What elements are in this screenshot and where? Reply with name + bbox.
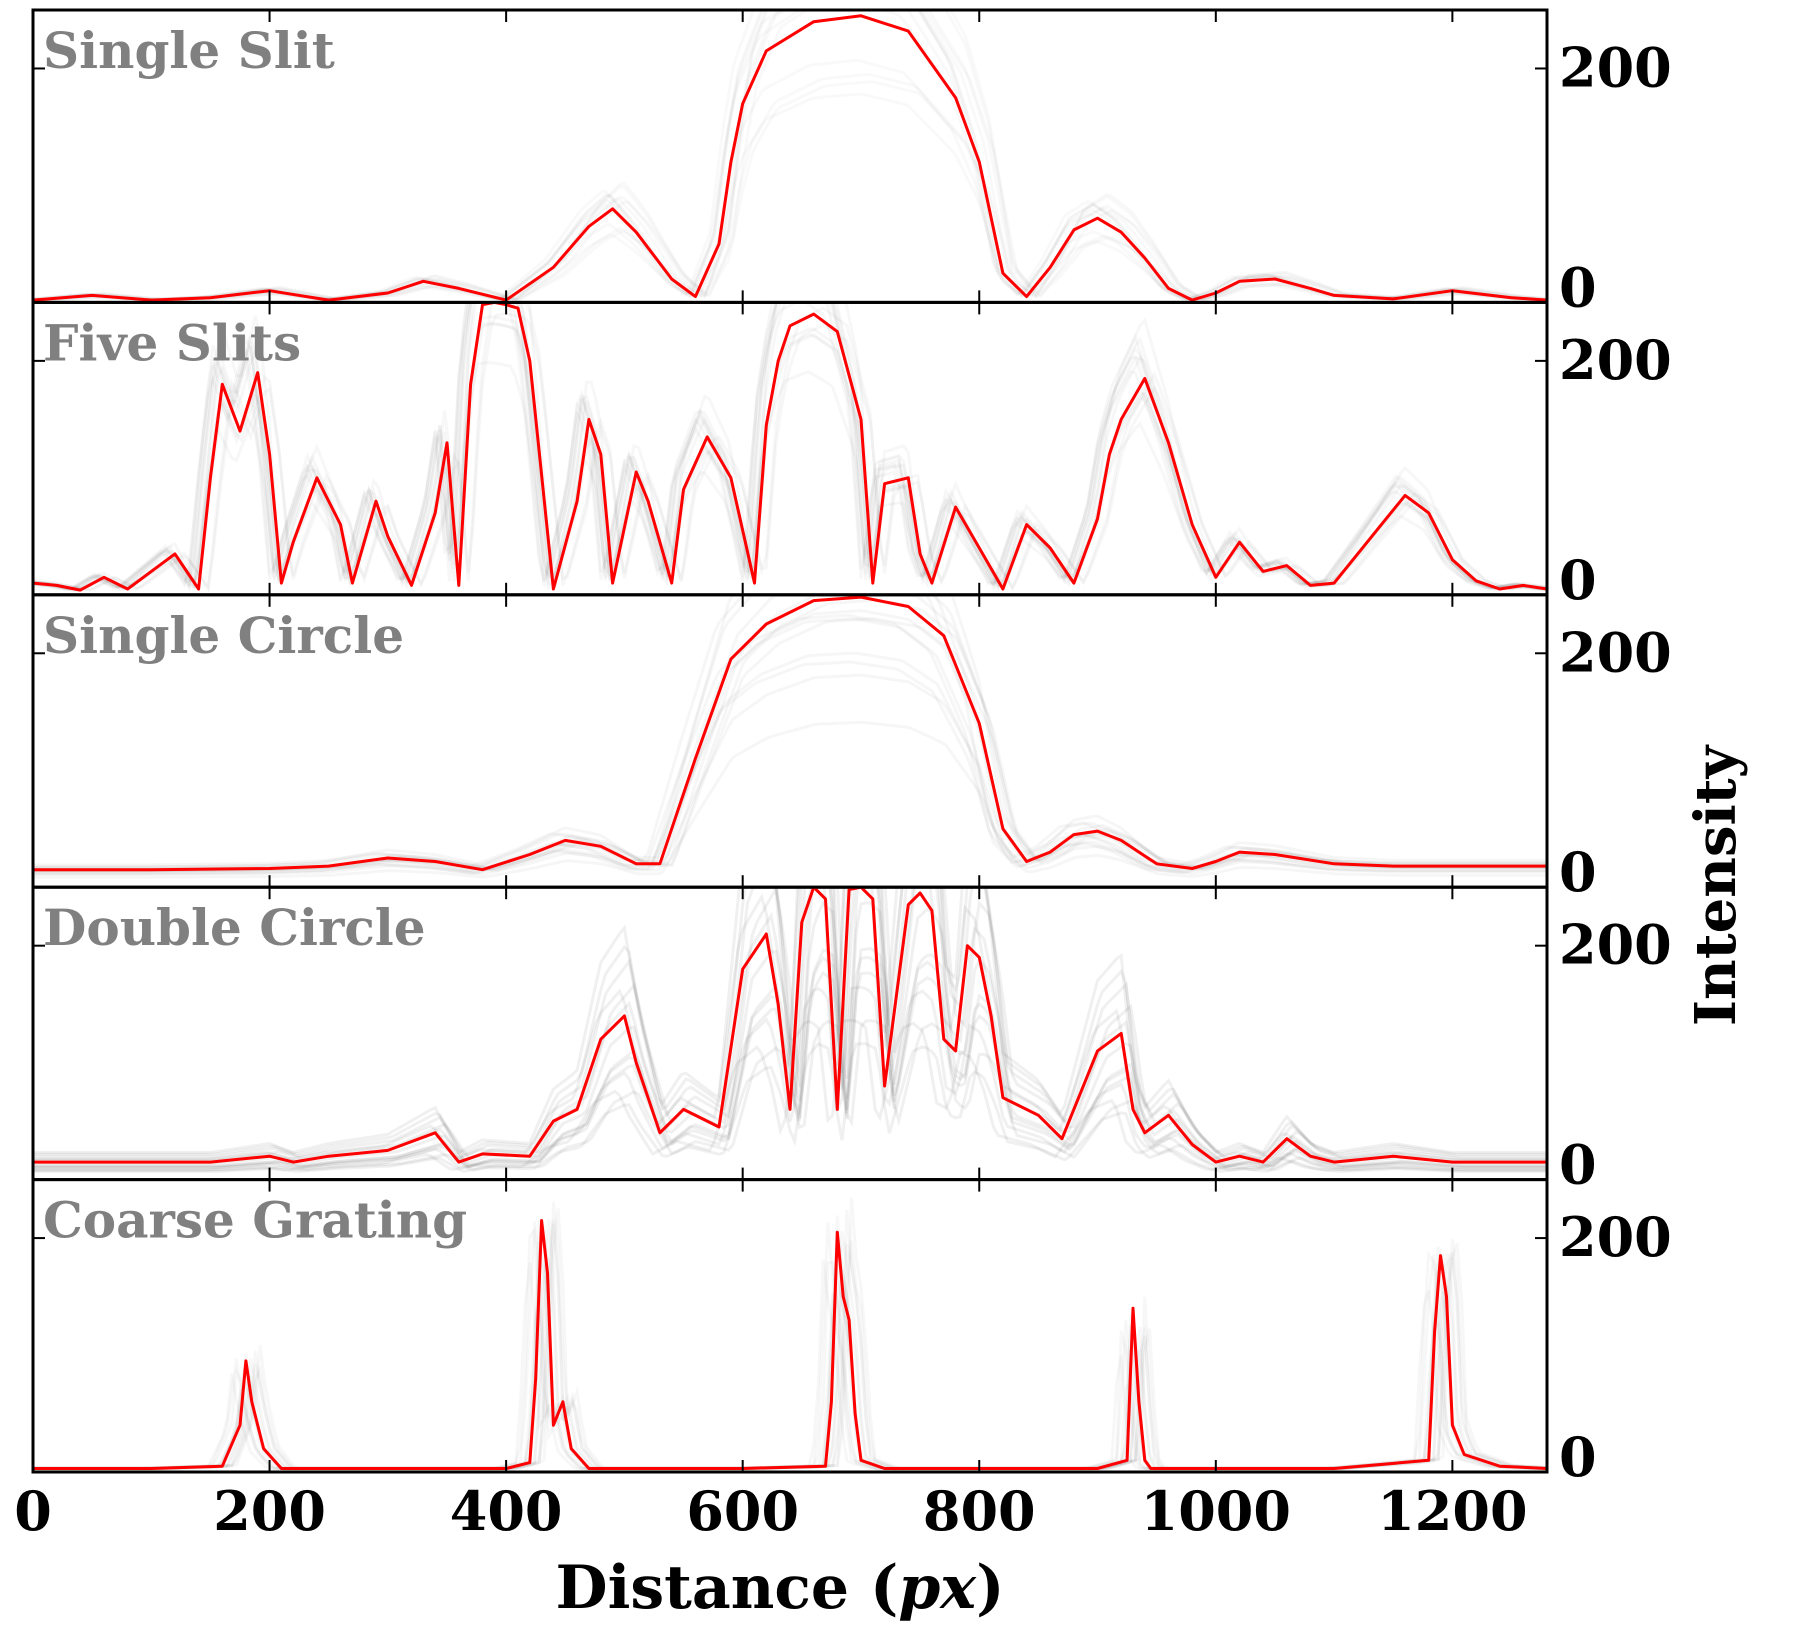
x-tick-labels: 0 200 400 600 800 1000 1200 [14, 1479, 1527, 1543]
series-line [33, 595, 1547, 872]
background-traces [33, 887, 1547, 1173]
y-tick-label: 200 [1559, 620, 1672, 684]
background-trace [33, 94, 1547, 301]
background-trace [33, 887, 1547, 1161]
background-trace [33, 555, 1547, 867]
background-trace [33, 1019, 1547, 1172]
background-trace [33, 82, 1547, 301]
x-axis-label-close: ) [976, 1553, 1004, 1623]
background-trace [33, 1041, 1547, 1173]
series-line [33, 302, 1547, 592]
background-trace [33, 554, 1547, 867]
background-trace [33, 662, 1547, 874]
panel-frame [31, 1178, 1549, 1474]
x-tick-label: 600 [686, 1479, 799, 1543]
x-axis-label-unit: px [898, 1553, 977, 1623]
x-tick-label: 400 [450, 1479, 563, 1543]
y-tick-label: 0 [1559, 840, 1597, 904]
panel-single-slit: Single Slit 0 200 [31, 8, 1672, 319]
y-tick-label: 200 [1559, 913, 1672, 977]
y-tick-label: 200 [1559, 1205, 1672, 1269]
background-trace [33, 60, 1547, 300]
x-axis-label: Distance (px) [556, 1553, 1005, 1623]
x-tick-label: 800 [923, 1479, 1036, 1543]
background-trace [33, 887, 1547, 1163]
panel-title: Coarse Grating [43, 1191, 467, 1250]
y-tick-label: 0 [1559, 1133, 1597, 1197]
y-tick-label: 0 [1559, 1425, 1597, 1489]
background-trace [33, 887, 1547, 1156]
panel-single-circle: Single Circle 0 200 [31, 518, 1672, 904]
panel-title: Single Circle [43, 606, 404, 665]
background-trace [33, 675, 1547, 874]
background-trace [33, 1018, 1547, 1172]
y-tick-label: 200 [1559, 328, 1672, 392]
x-tick-label: 200 [213, 1479, 326, 1543]
y-tick-label: 0 [1559, 255, 1597, 319]
x-tick-label: 1200 [1377, 1479, 1527, 1543]
y-axis-label: Intensity [1683, 744, 1749, 1026]
x-axis-label-main: Distance ( [556, 1553, 899, 1623]
background-trace [33, 887, 1547, 1158]
panel-coarse-grating: Coarse Grating 0 200 [31, 1178, 1672, 1489]
x-tick-label: 1000 [1141, 1479, 1291, 1543]
background-trace [33, 970, 1547, 1169]
background-trace [33, 985, 1547, 1170]
panel-title: Double Circle [43, 898, 426, 957]
x-tick-label: 0 [14, 1479, 52, 1543]
background-trace [33, 887, 1547, 1161]
y-tick-label: 200 [1559, 35, 1672, 99]
series-line [33, 1219, 1547, 1470]
panel-double-circle: Double Circle 0 200 [31, 885, 1672, 1197]
background-traces [33, 220, 1547, 591]
background-trace [33, 946, 1547, 1168]
panel-five-slits: Five Slits 0 200 [31, 220, 1672, 612]
background-trace [33, 955, 1547, 1168]
series-line [33, 14, 1547, 302]
panel-title: Single Slit [43, 21, 335, 80]
background-trace [33, 518, 1547, 865]
y-tick-label: 0 [1559, 548, 1597, 612]
background-traces [33, 518, 1547, 877]
background-trace [33, 887, 1547, 1155]
panel-title: Five Slits [43, 313, 301, 372]
